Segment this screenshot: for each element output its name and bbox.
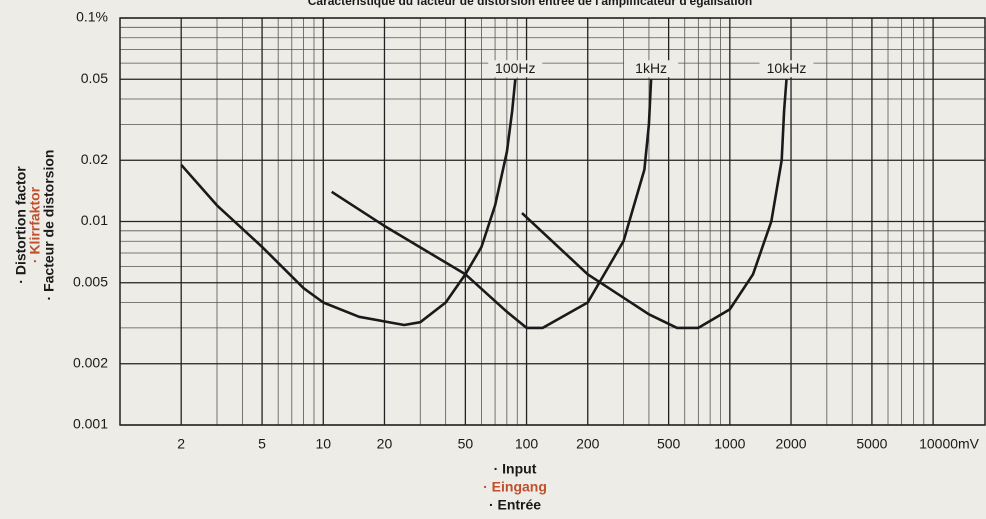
curve-label: 100Hz xyxy=(495,60,535,76)
curve-label-bg xyxy=(488,60,543,78)
y-tick-label: 0.002 xyxy=(73,354,108,370)
plot-border xyxy=(119,17,986,426)
curve xyxy=(330,79,653,330)
x-label-line: · Eingang xyxy=(483,479,547,495)
y-label-line: · Facteur de distorsion xyxy=(41,150,57,301)
x-tick-label: 50 xyxy=(458,436,474,452)
y-tick-label: 0.001 xyxy=(73,416,108,432)
curve-label: 1kHz xyxy=(635,60,667,76)
curve xyxy=(180,79,517,327)
curve-label-bg xyxy=(624,60,679,78)
y-tick-label: 0.01 xyxy=(81,212,108,228)
x-tick-label: 100 xyxy=(515,436,539,452)
x-label-line: · Input xyxy=(494,461,537,477)
y-label-line: · Distortion factor xyxy=(13,166,29,284)
y-axis-label: · Distortion factor · Klirrfaktor · Fact… xyxy=(13,150,57,301)
x-tick-label: 2 xyxy=(177,436,185,452)
x-label-line: · Entrée xyxy=(489,497,541,513)
chart-title: Caractéristique du facteur de distorsion… xyxy=(308,0,753,8)
y-tick-label: 0.005 xyxy=(73,273,108,289)
x-tick-label: 500 xyxy=(657,436,681,452)
x-tick-label: 20 xyxy=(377,436,393,452)
x-tick-label: 10 xyxy=(315,436,331,452)
x-tick-label: 5000 xyxy=(856,436,887,452)
x-tick-label: 5 xyxy=(258,436,266,452)
y-tick-label: 0.05 xyxy=(81,70,108,86)
x-tick-label: 10000mV xyxy=(919,436,980,452)
x-tick-label: 2000 xyxy=(775,436,806,452)
curve-label-bg xyxy=(759,60,814,78)
curve-label: 10kHz xyxy=(767,60,807,76)
curve xyxy=(521,79,788,330)
y-tick-label: 0.1% xyxy=(76,9,108,25)
y-tick-label: 0.02 xyxy=(81,151,108,167)
y-label-line: · Klirrfaktor xyxy=(27,186,43,263)
x-tick-label: 200 xyxy=(576,436,600,452)
x-tick-label: 1000 xyxy=(714,436,745,452)
